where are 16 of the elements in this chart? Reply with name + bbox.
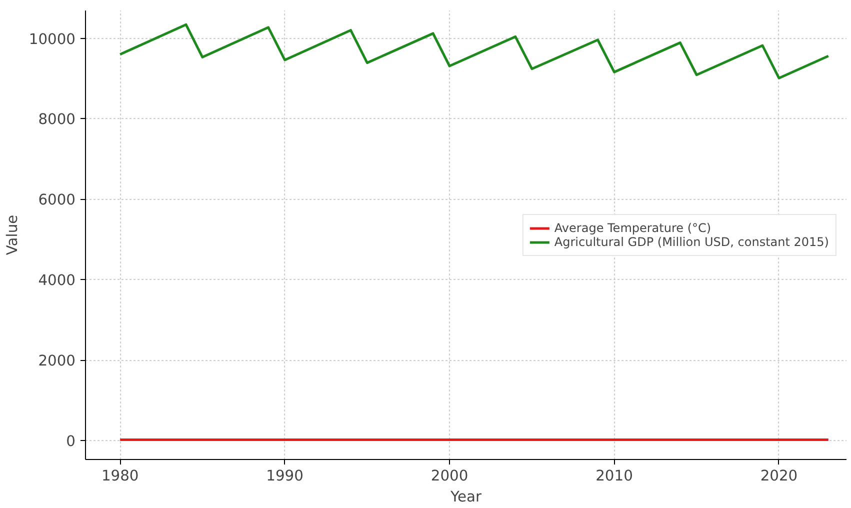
y-tick-label: 10000 bbox=[28, 30, 76, 48]
y-tick-label: 4000 bbox=[38, 272, 76, 290]
x-tick-label: 2000 bbox=[430, 468, 468, 484]
y-tick-label: 8000 bbox=[38, 111, 76, 128]
y-axis-title: Value bbox=[4, 214, 21, 256]
y-tick-label: 2000 bbox=[38, 352, 76, 370]
x-tick-label: 2010 bbox=[596, 468, 633, 484]
x-tick-label: 1980 bbox=[101, 468, 139, 484]
legend-label: Average Temperature (°C) bbox=[554, 220, 712, 234]
x-tick-label: 1990 bbox=[266, 468, 304, 484]
line-series bbox=[118, 23, 830, 80]
x-tick-label: 2020 bbox=[760, 468, 798, 484]
x-axis-title: Year bbox=[449, 488, 482, 506]
y-tick-label: 0 bbox=[66, 433, 76, 450]
legend-label: Agricultural GDP (Million USD, constant 2015) bbox=[554, 234, 829, 248]
y-tick-label: 6000 bbox=[38, 192, 76, 209]
